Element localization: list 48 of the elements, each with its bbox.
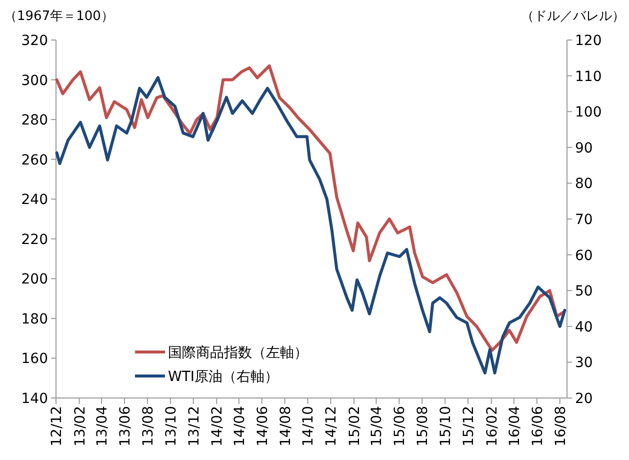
x-tick-label: 14/08: [278, 406, 294, 446]
y2-tick-label: 40: [575, 319, 593, 336]
x-tick-label: 14/02: [210, 406, 226, 446]
y2-tick-label: 80: [575, 176, 593, 192]
x-tick-label: 12/12: [49, 406, 65, 446]
y2-tick-label: 20: [575, 391, 593, 407]
y-tick-label: 240: [21, 192, 48, 208]
x-tick-label: 15/08: [415, 406, 432, 446]
x-tick-label: 16/06: [530, 406, 546, 446]
y2-tick-label: 110: [575, 68, 602, 85]
y2-tick-label: 60: [575, 248, 593, 264]
legend-label: WTI原油（右軸）: [168, 369, 279, 385]
y2-tick-label: 70: [575, 212, 593, 228]
x-tick-label: 16/08: [552, 406, 569, 446]
x-tick-label: 13/06: [117, 406, 134, 446]
y-tick-label: 180: [21, 311, 48, 328]
x-tick-label: 15/04: [369, 406, 386, 446]
x-tick-label: 14/12: [324, 406, 340, 446]
x-tick-label: 15/10: [438, 406, 454, 446]
y2-tick-label: 120: [575, 33, 602, 49]
x-tick-label: 16/02: [484, 406, 500, 446]
x-tick-label: 14/06: [254, 406, 271, 446]
y-tick-label: 300: [21, 72, 48, 89]
x-tick-label: 13/08: [140, 406, 156, 446]
y-tick-label: 320: [21, 33, 48, 49]
x-tick-label: 15/06: [392, 406, 408, 446]
y-tick-label: 200: [21, 272, 48, 288]
x-tick-label: 13/02: [72, 406, 88, 446]
y-tick-label: 260: [21, 152, 48, 168]
y2-tick-label: 30: [575, 355, 593, 372]
x-tick-label: 14/04: [232, 406, 248, 446]
y-tick-label: 140: [21, 391, 48, 407]
y2-axis-title: （ドル／バレル）: [521, 9, 625, 24]
x-tick-label: 13/12: [186, 406, 202, 446]
x-tick-label: 13/04: [94, 406, 111, 446]
y2-tick-label: 100: [575, 104, 602, 121]
x-tick-label: 15/02: [347, 406, 364, 446]
x-tick-label: 13/10: [163, 406, 180, 446]
x-tick-label: 14/10: [300, 406, 317, 446]
y-tick-label: 160: [21, 351, 48, 368]
y-axis-title: （1967年＝100）: [4, 9, 114, 24]
x-tick-label: 16/04: [506, 406, 523, 446]
y-tick-label: 280: [21, 112, 48, 129]
x-tick-label: 15/12: [461, 406, 478, 446]
y2-tick-label: 50: [575, 284, 593, 300]
y2-tick-label: 90: [575, 140, 593, 156]
legend-label: 国際商品指数（左軸）: [168, 345, 308, 361]
y-tick-label: 220: [21, 232, 48, 248]
